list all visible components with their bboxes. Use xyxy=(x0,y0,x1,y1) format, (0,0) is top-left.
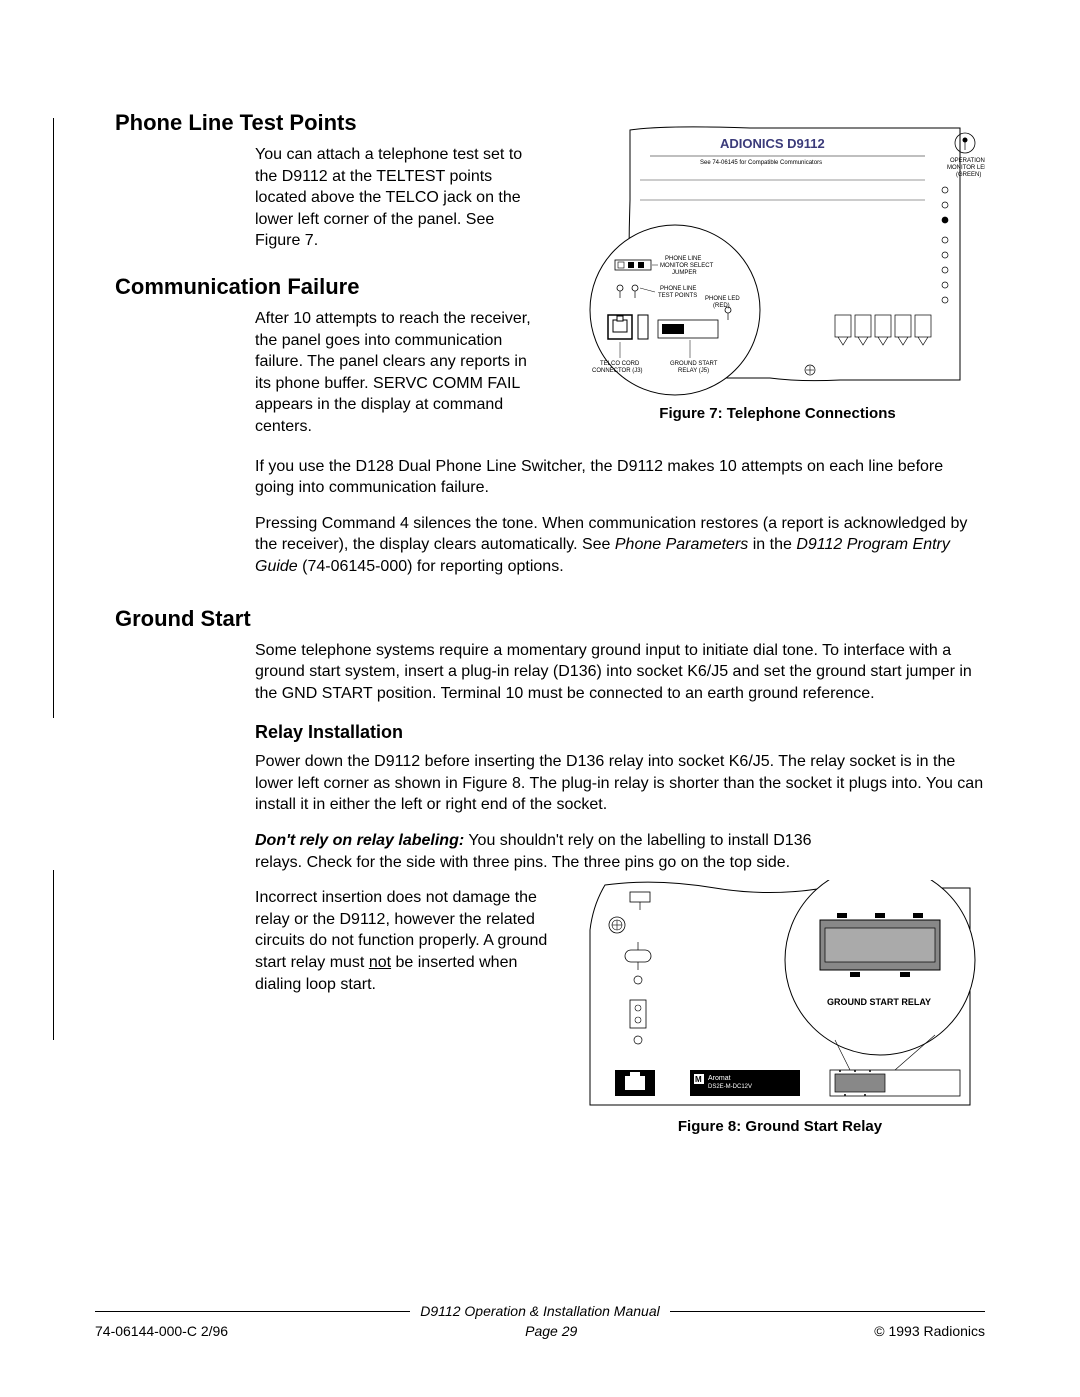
page-footer: D9112 Operation & Installation Manual 74… xyxy=(95,1303,985,1339)
svg-text:MONITOR SELECT: MONITOR SELECT xyxy=(660,263,714,269)
svg-text:(RED): (RED) xyxy=(713,303,730,309)
margin-bar xyxy=(53,118,54,718)
text-italic: Phone Parameters xyxy=(615,536,748,553)
board-title-text: ADIONICS D9112 xyxy=(720,136,825,151)
footer-center: Page 29 xyxy=(525,1323,577,1339)
svg-text:M: M xyxy=(695,1075,702,1084)
svg-text:TEST POINTS: TEST POINTS xyxy=(658,293,697,299)
footer-rule: D9112 Operation & Installation Manual xyxy=(95,1303,985,1319)
svg-text:See 74-06145 for Compatible Co: See 74-06145 for Compatible Communicator… xyxy=(700,160,822,166)
figure-7-telephone-connections: ADIONICS D9112 See 74-06145 for Compatib… xyxy=(570,120,985,430)
para-relay-1: Power down the D9112 before inserting th… xyxy=(255,751,985,816)
figure-8-ground-start-relay: M Aromat DS2E-M-DC12V GROUND START RELAY xyxy=(575,880,985,1110)
svg-text:PHONE LINE: PHONE LINE xyxy=(665,256,701,262)
svg-text:JUMPER: JUMPER xyxy=(672,270,697,276)
text-underline: not xyxy=(369,954,391,971)
svg-text:RELAY (J5): RELAY (J5) xyxy=(678,368,709,374)
svg-text:CONNECTOR (J3): CONNECTOR (J3) xyxy=(592,368,643,374)
footer-line-left xyxy=(95,1311,410,1312)
figure-8-caption: Figure 8: Ground Start Relay xyxy=(575,1118,985,1135)
para-comm-fail-3: Pressing Command 4 silences the tone. Wh… xyxy=(255,513,985,578)
figure-8-svg: M Aromat DS2E-M-DC12V GROUND START RELAY xyxy=(575,880,985,1110)
svg-text:Aromat: Aromat xyxy=(708,1075,731,1082)
figure-7-svg: ADIONICS D9112 See 74-06145 for Compatib… xyxy=(570,120,985,430)
para-relay-3: Incorrect insertion does not damage the … xyxy=(255,887,565,995)
svg-text:MONITOR LED: MONITOR LED xyxy=(947,165,985,171)
subheading-relay-installation: Relay Installation xyxy=(255,722,985,743)
svg-text:GROUND START RELAY: GROUND START RELAY xyxy=(827,997,931,1007)
text-run: in the xyxy=(748,536,796,553)
footer-row: 74-06144-000-C 2/96 Page 29 © 1993 Radio… xyxy=(95,1323,985,1339)
margin-bar xyxy=(53,870,54,1040)
footer-left: 74-06144-000-C 2/96 xyxy=(95,1323,228,1339)
footer-title: D9112 Operation & Installation Manual xyxy=(420,1303,659,1319)
svg-text:PHONE LED: PHONE LED xyxy=(705,296,740,302)
footer-line-right xyxy=(670,1311,985,1312)
para-phone-line-test: You can attach a telephone test set to t… xyxy=(255,144,535,252)
text-run: (74-06145-000) for reporting options. xyxy=(298,558,564,575)
svg-text:TELCO CORD: TELCO CORD xyxy=(600,361,640,367)
svg-text:DS2E-M-DC12V: DS2E-M-DC12V xyxy=(708,1084,752,1090)
para-ground-start-1: Some telephone systems require a momenta… xyxy=(255,640,985,705)
para-relay-2: Don't rely on relay labeling: You should… xyxy=(255,830,845,873)
svg-text:(GREEN): (GREEN) xyxy=(956,172,981,178)
para-comm-fail-1: After 10 attempts to reach the receiver,… xyxy=(255,308,535,438)
figure-7-caption: Figure 7: Telephone Connections xyxy=(570,405,985,422)
svg-text:OPERATION: OPERATION xyxy=(950,158,985,164)
footer-right: © 1993 Radionics xyxy=(874,1323,985,1339)
svg-text:PHONE LINE: PHONE LINE xyxy=(660,286,696,292)
text-bold-italic: Don't rely on relay labeling: xyxy=(255,832,464,849)
heading-ground-start: Ground Start xyxy=(115,606,985,632)
para-comm-fail-2: If you use the D128 Dual Phone Line Swit… xyxy=(255,456,985,499)
svg-text:GROUND START: GROUND START xyxy=(670,361,718,367)
